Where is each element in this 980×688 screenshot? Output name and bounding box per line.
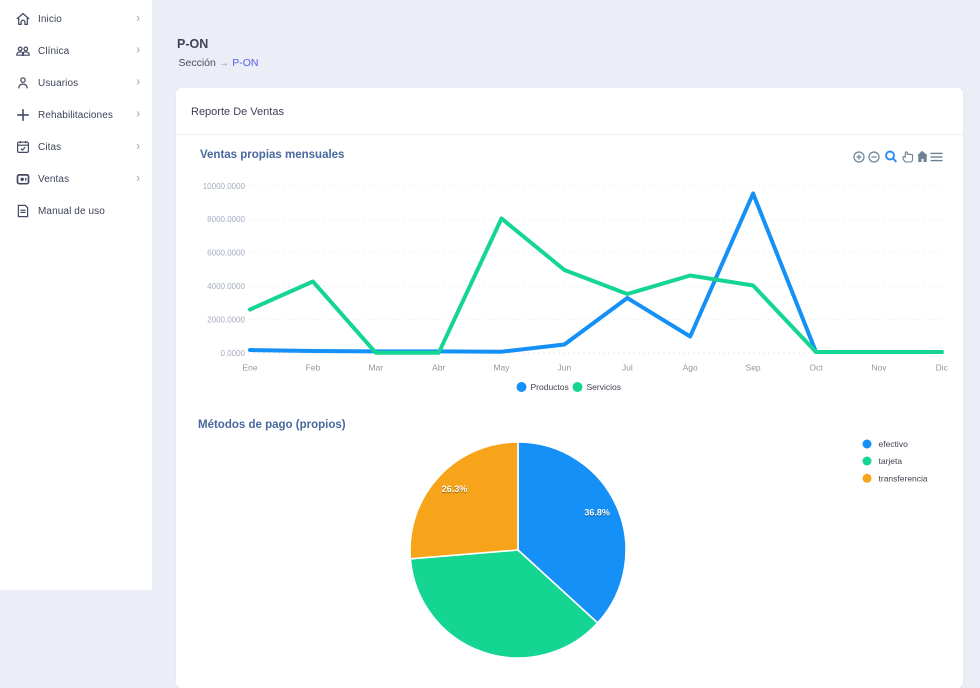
svg-text:tarjeta: tarjeta bbox=[879, 456, 903, 466]
svg-text:Abr: Abr bbox=[432, 363, 445, 373]
svg-text:Productos: Productos bbox=[531, 382, 569, 392]
svg-text:26.3%: 26.3% bbox=[442, 484, 468, 494]
svg-text:transferencia: transferencia bbox=[879, 473, 928, 483]
svg-text:36.8%: 36.8% bbox=[584, 508, 610, 518]
svg-text:4000.0000: 4000.0000 bbox=[207, 282, 245, 291]
svg-text:Jun: Jun bbox=[558, 363, 572, 373]
svg-text:2000.0000: 2000.0000 bbox=[207, 315, 245, 324]
svg-text:Ago: Ago bbox=[683, 363, 698, 373]
svg-text:Dic: Dic bbox=[936, 363, 949, 373]
svg-text:0.0000: 0.0000 bbox=[221, 349, 246, 358]
svg-text:efectivo: efectivo bbox=[879, 439, 909, 449]
svg-text:Mar: Mar bbox=[368, 363, 383, 373]
svg-text:May: May bbox=[493, 363, 510, 373]
svg-text:Ene: Ene bbox=[242, 363, 257, 373]
svg-text:Oct: Oct bbox=[809, 363, 823, 373]
svg-text:Servicios: Servicios bbox=[587, 382, 621, 392]
svg-text:10000.0000: 10000.0000 bbox=[203, 182, 246, 191]
svg-text:6000.0000: 6000.0000 bbox=[207, 249, 245, 258]
svg-text:Jul: Jul bbox=[622, 363, 633, 373]
svg-text:Feb: Feb bbox=[306, 363, 321, 373]
svg-text:Sep: Sep bbox=[746, 363, 761, 373]
svg-text:Nov: Nov bbox=[871, 363, 887, 373]
svg-text:8000.0000: 8000.0000 bbox=[207, 215, 245, 224]
